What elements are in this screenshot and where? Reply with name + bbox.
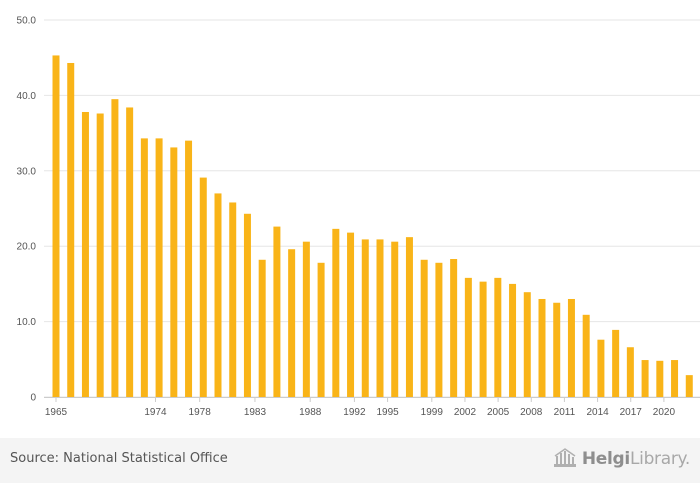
x-tick-label: 1992: [343, 407, 366, 418]
bar: [185, 140, 193, 397]
bar-chart: 010.020.030.040.050.0 1965 1974 1978 1983 19…: [17, 16, 700, 418]
bar: [126, 107, 134, 398]
bar: [199, 177, 207, 397]
x-tick-label: 2017: [620, 407, 643, 418]
bar: [567, 298, 575, 397]
bar: [479, 281, 487, 397]
bar: [111, 99, 119, 398]
bar: [671, 360, 679, 397]
x-tick-label: 2008: [520, 407, 543, 418]
x-tick-label: 1988: [299, 407, 322, 418]
bar: [67, 62, 75, 397]
bar: [509, 283, 517, 397]
bar: [656, 360, 664, 397]
x-tick-label: 1965: [45, 407, 68, 418]
bar: [273, 226, 281, 397]
x-axis-ticks: 1965 1974 1978 1983 1988 1992 1995 1999 2002 2005…: [45, 397, 676, 418]
bar: [170, 147, 178, 397]
y-tick-label: 10.0: [17, 317, 37, 328]
bar: [96, 113, 104, 397]
bar: [626, 347, 634, 397]
helgi-library-logo: HelgiLibrary.: [552, 448, 690, 470]
x-tick-label: 2005: [487, 407, 510, 418]
helgi-library-icon: [553, 448, 576, 467]
bar: [464, 277, 472, 397]
y-tick-label: 0: [30, 393, 36, 404]
x-tick-label: 1995: [376, 407, 399, 418]
bar: [332, 228, 340, 397]
y-tick-label: 20.0: [17, 242, 37, 253]
bar: [229, 202, 237, 397]
logo-text: HelgiLibrary.: [582, 449, 690, 469]
bar: [494, 277, 502, 397]
bar: [52, 55, 60, 397]
bar: [317, 262, 325, 397]
y-axis-ticks: 0 10.0 20.0 30.0 40.0 50.0: [17, 16, 37, 404]
bar: [523, 292, 531, 397]
bar: [258, 259, 266, 397]
bar: [582, 314, 590, 397]
bar: [435, 262, 443, 397]
bar: [361, 239, 369, 397]
bar: [376, 239, 384, 397]
x-tick-label: 2002: [454, 407, 477, 418]
y-tick-label: 40.0: [17, 91, 37, 102]
bar: [243, 213, 251, 397]
y-tick-label: 30.0: [17, 166, 37, 177]
bars: [52, 55, 693, 398]
x-tick-label: 2020: [653, 407, 676, 418]
bar: [347, 232, 355, 397]
logo-text-light: Library.: [629, 449, 690, 469]
x-tick-label: 1999: [421, 407, 444, 418]
bar: [140, 138, 148, 397]
source-note: Source: National Statistical Office: [10, 451, 228, 466]
bar: [405, 237, 413, 397]
x-tick-label: 2011: [554, 407, 576, 418]
bar: [81, 111, 89, 398]
bar: [288, 249, 296, 397]
bar: [391, 241, 399, 397]
bar: [155, 138, 163, 397]
bar: [450, 259, 458, 397]
bar: [538, 298, 546, 397]
x-tick-label: 1974: [144, 407, 167, 418]
bar: [553, 302, 561, 397]
bar: [597, 339, 605, 397]
bar: [302, 241, 310, 397]
footer: [0, 438, 700, 483]
x-tick-label: 1983: [244, 407, 267, 418]
bar: [685, 375, 693, 397]
bar: [214, 193, 222, 397]
bar: [612, 329, 620, 397]
bar: [641, 360, 649, 397]
y-tick-label: 50.0: [17, 16, 37, 27]
x-tick-label: 2014: [586, 407, 609, 418]
x-tick-label: 1978: [189, 407, 212, 418]
bar: [420, 259, 428, 397]
logo-text-bold: Helgi: [581, 449, 630, 469]
